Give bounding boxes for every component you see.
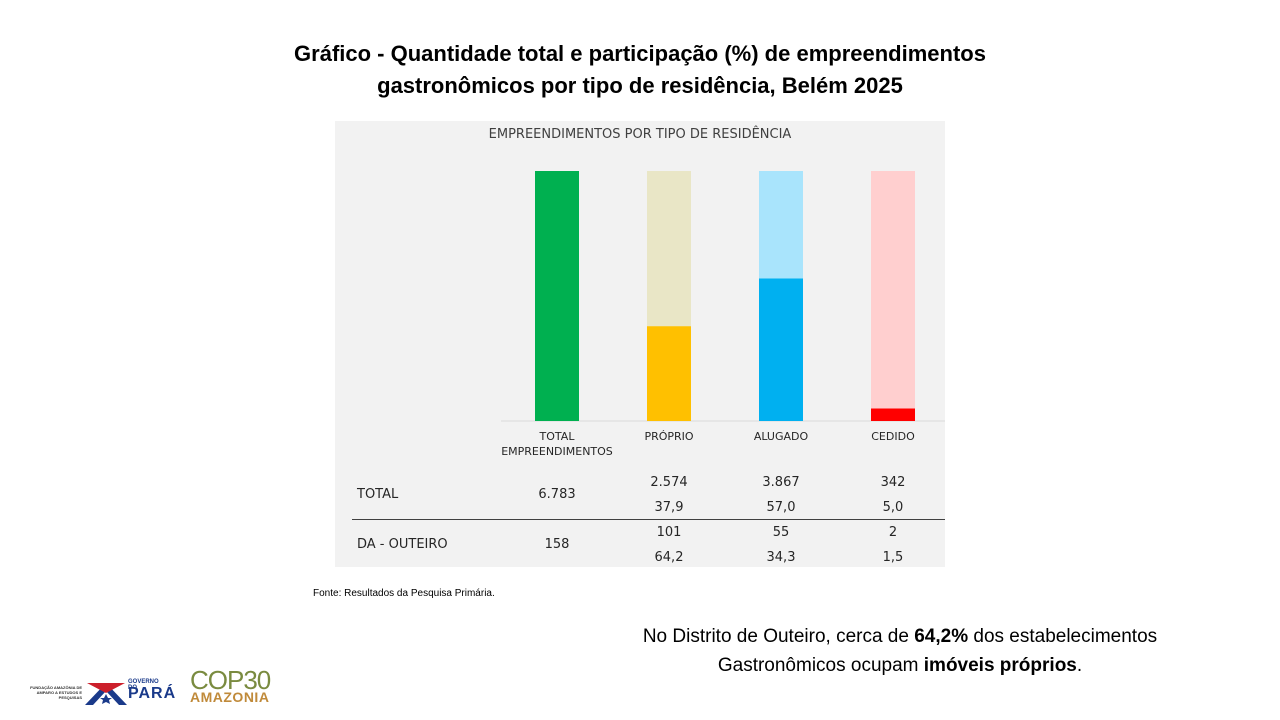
note-highlight: 64,2%: [914, 626, 969, 647]
note-highlight: imóveis próprios: [923, 655, 1077, 676]
governo-text: GOVERNO DO: [128, 679, 159, 691]
note-text: No Distrito de Outeiro, cerca de: [642, 626, 915, 647]
fapespa-logo-text: FUNDAÇÃO AMAZÔNIA DE AMPARO A ESTUDOS E …: [30, 685, 82, 700]
page-title-line1: Gráfico - Quantidade total e participaçã…: [294, 41, 986, 66]
table-row-label-total: TOTAL: [357, 487, 399, 502]
bar-alugado-value: [759, 278, 803, 421]
table-cell: 342: [880, 475, 906, 490]
table-cell: 6.783: [538, 487, 576, 502]
summary-note: No Distrito de Outeiro, cerca de 64,2% d…: [590, 622, 1210, 680]
bar-cedido-background: [871, 171, 915, 421]
table-cell: 64,2: [654, 550, 684, 565]
bar-proprio-value: [647, 326, 691, 421]
table-cell: 3.867: [762, 475, 800, 490]
page-title: Gráfico - Quantidade total e participaçã…: [240, 38, 1040, 102]
table-cell: 37,9: [654, 500, 684, 515]
table-cell: 2: [888, 525, 898, 540]
bar-total-background: [535, 171, 579, 421]
table-row-label-outeiro: DA - OUTEIRO: [357, 537, 448, 552]
para-text: PARÁ: [128, 685, 177, 702]
table-cell: 55: [772, 525, 790, 540]
amazonia-logo-text: AMAZONIA: [190, 689, 270, 705]
chart-title: EMPREENDIMENTOS POR TIPO DE RESIDÊNCIA: [488, 127, 792, 142]
table-cell: 5,0: [882, 500, 904, 515]
chart-panel: EMPREENDIMENTOS POR TIPO DE RESIDÊNCIA T…: [335, 121, 945, 567]
table-cell: 34,3: [766, 550, 796, 565]
category-label-cedido: CEDIDO: [871, 430, 915, 443]
bar-chart: [501, 171, 945, 422]
category-label-total: TOTAL EMPREENDIMENTOS: [501, 430, 613, 458]
table-cell: 158: [544, 537, 570, 552]
table-cell: 101: [656, 525, 682, 540]
category-label-alugado: ALUGADO: [753, 430, 809, 443]
note-text: dos estabelecimentos: [968, 626, 1158, 647]
note-text: Gastronômicos ocupam: [717, 655, 924, 676]
table-cell: 2.574: [650, 475, 688, 490]
table-cell: 1,5: [882, 550, 904, 565]
source-note: Fonte: Resultados da Pesquisa Primária.: [313, 588, 495, 599]
cop30-logo-text: COP30: [190, 665, 271, 695]
note-text: .: [1076, 655, 1083, 676]
category-label-proprio: PRÓPRIO: [644, 430, 694, 443]
table-cell: 57,0: [766, 500, 796, 515]
table-divider: [352, 519, 945, 520]
bar-cedido-value: [871, 408, 915, 421]
para-flag-icon: [85, 683, 127, 705]
page-title-line2: gastronômicos por tipo de residência, Be…: [377, 73, 903, 98]
